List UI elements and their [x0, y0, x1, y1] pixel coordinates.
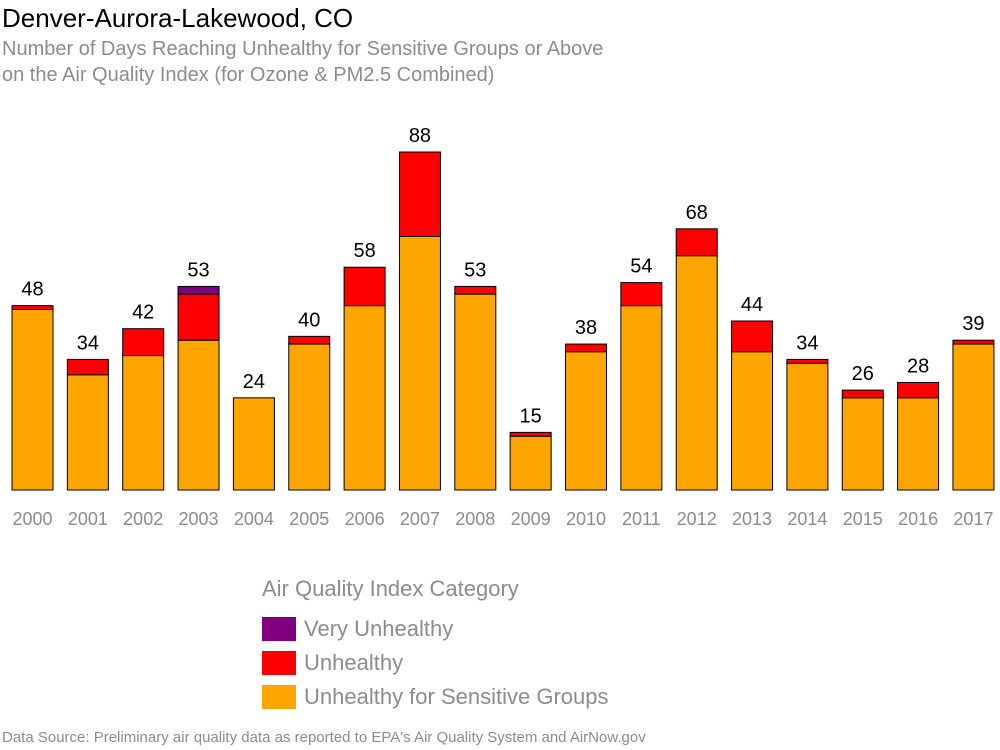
bar-2001-unhealthy: [66, 358, 109, 376]
x-tick-2009: 2009: [511, 509, 551, 529]
bar-2015-unhealthy-for-sensitive-groups: [841, 397, 884, 491]
legend-label-unhealthy: Unhealthy: [304, 650, 404, 675]
bar-2016-unhealthy: [897, 381, 940, 399]
subtitle-line-2: on the Air Quality Index (for Ozone & PM…: [2, 64, 495, 86]
bar-2003-very-unhealthy: [177, 285, 220, 295]
bar-2008-unhealthy: [454, 285, 497, 295]
bar-2002-unhealthy-for-sensitive-groups: [122, 355, 165, 491]
chart-title: Denver-Aurora-Lakewood, CO: [2, 3, 354, 33]
subtitle-line-1: Number of Days Reaching Unhealthy for Se…: [2, 38, 604, 60]
x-tick-2015: 2015: [843, 509, 883, 529]
bar-2015-unhealthy: [841, 389, 884, 399]
legend-label-usg: Unhealthy for Sensitive Groups: [304, 684, 609, 709]
bar-2006-unhealthy-for-sensitive-groups: [343, 305, 386, 491]
total-label-2000: 48: [21, 279, 43, 301]
legend: Air Quality Index Category Very Unhealth…: [262, 576, 609, 714]
legend-swatch-unhealthy: [262, 651, 296, 675]
bar-2012-unhealthy-for-sensitive-groups: [675, 255, 718, 491]
bar-2003-unhealthy: [177, 293, 220, 341]
chart-subtitle: Number of Days Reaching Unhealthy for Se…: [2, 36, 603, 88]
bar-2016-unhealthy-for-sensitive-groups: [897, 397, 940, 491]
x-tick-2006: 2006: [345, 509, 385, 529]
x-tick-2017: 2017: [953, 509, 993, 529]
total-label-2006: 58: [353, 240, 375, 262]
bar-2000-unhealthy-for-sensitive-groups: [11, 308, 54, 491]
total-label-2002: 42: [132, 302, 154, 324]
total-label-2015: 26: [852, 363, 874, 385]
total-label-2016: 28: [907, 355, 929, 377]
bar-2006-unhealthy: [343, 266, 386, 307]
x-tick-2012: 2012: [677, 509, 717, 529]
bar-2007-unhealthy: [398, 151, 441, 237]
bar-2005-unhealthy-for-sensitive-groups: [288, 343, 331, 491]
x-tick-2000: 2000: [12, 509, 52, 529]
bar-2014-unhealthy-for-sensitive-groups: [786, 362, 829, 491]
total-label-2013: 44: [741, 294, 763, 316]
legend-swatch-usg: [262, 685, 296, 709]
stacked-bar-chart: 48 2000 34 2001 42 2002 53 2003 24 2004 40 2005 58 20…: [11, 125, 995, 529]
bar-2013-unhealthy-for-sensitive-groups: [731, 351, 774, 491]
x-tick-2016: 2016: [898, 509, 938, 529]
x-tick-2011: 2011: [622, 509, 661, 529]
bar-2000-unhealthy: [11, 305, 54, 310]
x-tick-2014: 2014: [787, 509, 827, 529]
bar-2003-unhealthy-for-sensitive-groups: [177, 339, 220, 491]
bar-2011-unhealthy: [620, 282, 663, 307]
x-tick-2001: 2001: [68, 509, 108, 529]
total-label-2003: 53: [187, 259, 209, 281]
legend-swatch-very-unhealthy: [262, 617, 296, 641]
legend-item-usg: Unhealthy for Sensitive Groups: [262, 680, 609, 714]
x-tick-2007: 2007: [400, 509, 440, 529]
total-label-2017: 39: [962, 313, 984, 335]
x-tick-2013: 2013: [732, 509, 772, 529]
bar-2007-unhealthy-for-sensitive-groups: [398, 236, 441, 491]
total-label-2004: 24: [243, 371, 265, 393]
bar-2012-unhealthy: [675, 228, 718, 257]
total-label-2005: 40: [298, 309, 320, 331]
x-tick-2010: 2010: [566, 509, 606, 529]
bar-2009-unhealthy: [509, 431, 552, 437]
total-label-2011: 54: [630, 256, 652, 278]
bar-2013-unhealthy: [731, 320, 774, 353]
x-tick-2004: 2004: [234, 509, 274, 529]
bar-2005-unhealthy: [288, 335, 331, 345]
total-label-2010: 38: [575, 317, 597, 339]
bar-2014-unhealthy: [786, 358, 829, 364]
total-label-2001: 34: [77, 332, 99, 354]
data-source-note: Data Source: Preliminary air quality dat…: [2, 729, 646, 746]
total-label-2007: 88: [409, 125, 431, 147]
x-tick-2003: 2003: [179, 509, 219, 529]
bar-2008-unhealthy-for-sensitive-groups: [454, 293, 497, 491]
bar-2002-unhealthy: [122, 328, 165, 357]
legend-label-very-unhealthy: Very Unhealthy: [304, 616, 454, 641]
bar-2009-unhealthy-for-sensitive-groups: [509, 435, 552, 491]
x-tick-2005: 2005: [289, 509, 329, 529]
total-label-2008: 53: [464, 259, 486, 281]
bar-2011-unhealthy-for-sensitive-groups: [620, 305, 663, 491]
total-label-2014: 34: [796, 332, 818, 354]
legend-item-very-unhealthy: Very Unhealthy: [262, 612, 609, 646]
bar-2010-unhealthy: [565, 343, 607, 353]
bar-2010-unhealthy-for-sensitive-groups: [565, 351, 607, 491]
bar-2017-unhealthy: [952, 339, 995, 345]
x-tick-2008: 2008: [455, 509, 495, 529]
bar-2001-unhealthy-for-sensitive-groups: [66, 374, 109, 491]
legend-title: Air Quality Index Category: [262, 576, 519, 601]
x-tick-2002: 2002: [123, 509, 163, 529]
bar-2017-unhealthy-for-sensitive-groups: [952, 343, 995, 491]
legend-item-unhealthy: Unhealthy: [262, 646, 609, 680]
total-label-2012: 68: [686, 202, 708, 224]
total-label-2009: 15: [520, 405, 542, 427]
bar-2004-unhealthy-for-sensitive-groups: [232, 397, 275, 491]
